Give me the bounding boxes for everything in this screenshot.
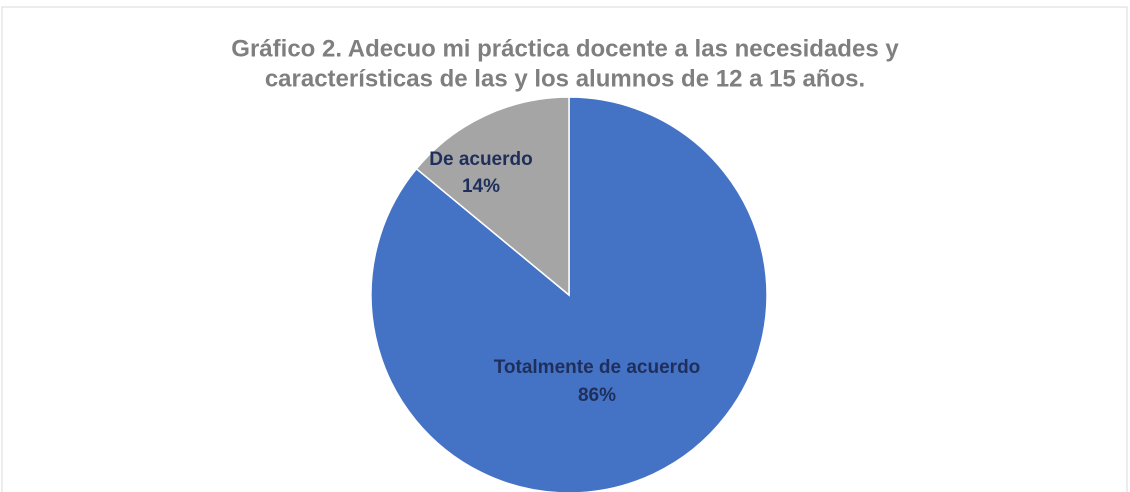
chart-frame xyxy=(1,6,1128,492)
slice-value-label: 86% xyxy=(578,385,616,406)
slice-label: De acuerdo xyxy=(429,149,532,170)
chart-title: Gráfico 2. Adecuo mi práctica docente a … xyxy=(231,35,899,62)
pie-slice xyxy=(415,96,570,297)
slice-label: Totalmente de acuerdo xyxy=(494,357,701,378)
slice-value-label: 14% xyxy=(462,176,500,197)
chart-title: características de las y los alumnos de … xyxy=(265,65,865,92)
pie-slice xyxy=(370,96,768,492)
